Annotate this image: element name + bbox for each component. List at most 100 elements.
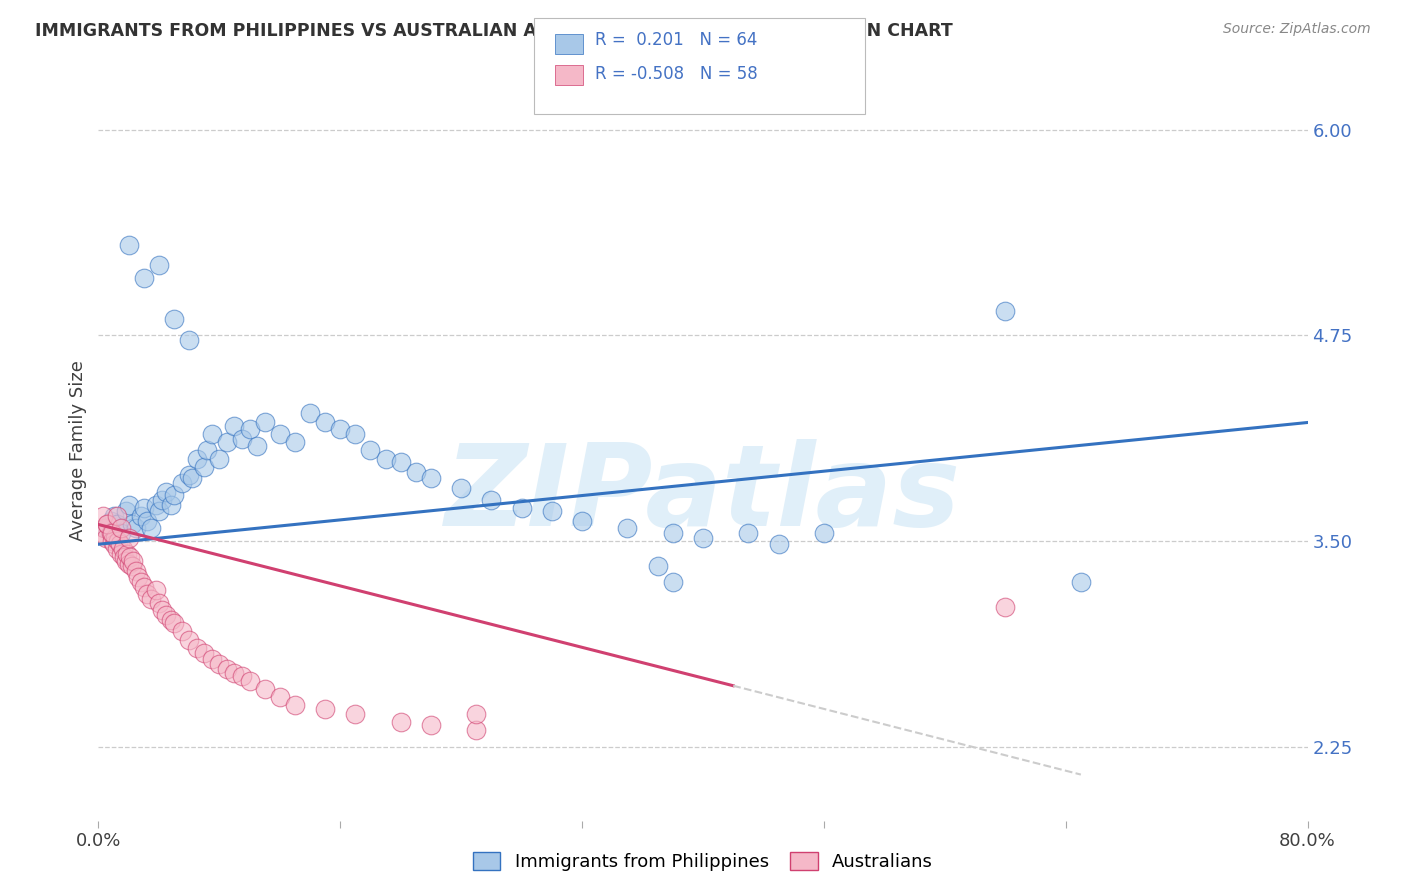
Point [148,597,170,611]
Point [110,521,132,535]
Point [121,558,143,573]
Point [647,558,669,573]
Point [122,554,145,568]
Point [125,521,148,535]
Point [148,504,170,518]
Point [179,632,201,647]
Point [115,547,138,561]
Point [284,435,307,450]
Point [181,471,204,485]
Point [160,613,183,627]
Point [129,575,152,590]
Point [186,451,208,466]
Point [540,504,562,518]
Point [107,533,129,548]
Point [661,525,683,540]
Point [768,537,790,551]
Point [405,465,427,479]
Point [100,525,122,540]
Point [329,422,352,436]
Point [344,706,367,721]
Point [231,432,253,446]
Point [145,498,167,512]
Point [118,237,141,252]
Point [93,521,115,535]
Point [141,521,163,535]
Point [201,652,224,666]
Point [314,702,336,716]
Point [389,455,412,469]
Point [344,427,367,442]
Point [269,427,291,442]
Point [571,514,593,528]
Point [193,459,215,474]
Point [465,706,488,721]
Point [284,698,307,713]
Point [231,669,253,683]
Point [186,640,208,655]
Point [215,435,238,450]
Point [170,624,193,639]
Point [132,270,155,285]
Point [420,718,443,732]
Point [239,422,262,436]
Point [150,603,173,617]
Point [118,557,141,571]
Point [105,542,128,557]
Point [155,484,177,499]
Point [465,723,488,738]
Point [114,554,136,568]
Point [299,406,322,420]
Point [110,525,132,540]
Point [215,662,238,676]
Point [105,517,128,532]
Point [118,498,141,512]
Point [111,542,134,557]
Point [121,517,143,532]
Text: ZIPatlas: ZIPatlas [444,440,962,550]
Legend: Immigrants from Philippines, Australians: Immigrants from Philippines, Australians [465,845,941,879]
Point [105,509,128,524]
Point [100,514,122,528]
Point [145,583,167,598]
Point [170,476,193,491]
Point [360,443,382,458]
Point [101,533,124,548]
Point [420,471,443,485]
Point [813,525,835,540]
Point [510,501,533,516]
Point [150,492,173,507]
Point [994,303,1017,318]
Point [201,427,224,442]
Point [96,517,118,532]
Point [389,714,412,729]
Point [132,501,155,516]
Point [108,537,131,551]
Point [110,547,132,561]
Point [163,311,186,326]
Point [118,531,141,545]
Text: R = -0.508   N = 58: R = -0.508 N = 58 [595,65,758,83]
Point [737,525,759,540]
Point [195,443,218,458]
Point [94,521,117,535]
Point [91,509,114,524]
Point [103,537,125,551]
Point [148,258,170,272]
Point [155,607,177,622]
Point [179,333,201,347]
Y-axis label: Average Family Size: Average Family Size [69,360,87,541]
Point [141,591,163,606]
Point [253,681,276,696]
Point [224,665,246,680]
Point [1070,575,1092,590]
Point [94,531,117,545]
Point [120,550,142,565]
Point [374,451,396,466]
Point [450,481,472,495]
Point [104,531,127,545]
Point [994,599,1017,614]
Point [661,575,683,590]
Point [125,564,148,578]
Point [112,550,135,565]
